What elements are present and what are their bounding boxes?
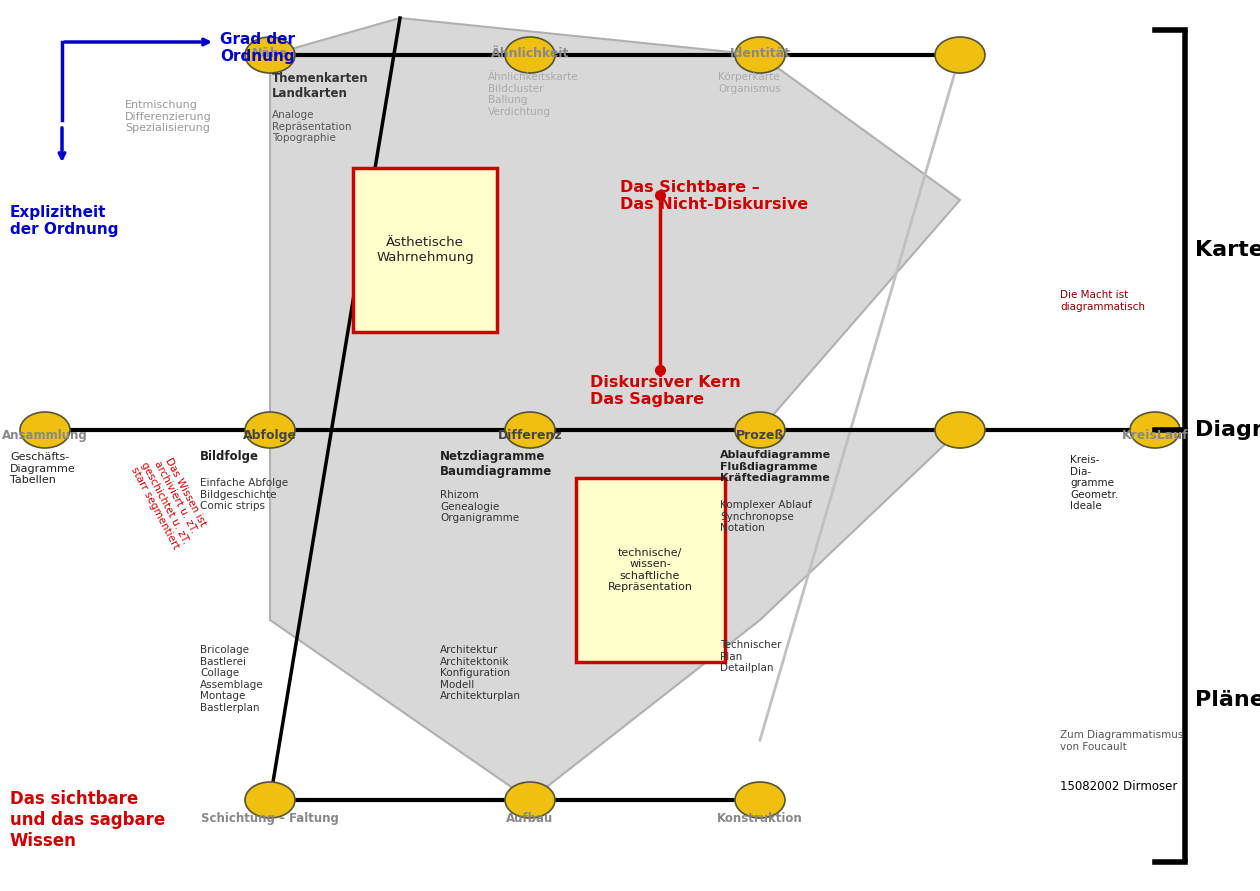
Text: Das sichtbare
und das sagbare
Wissen: Das sichtbare und das sagbare Wissen bbox=[10, 790, 165, 850]
Ellipse shape bbox=[20, 412, 71, 448]
Ellipse shape bbox=[244, 412, 295, 448]
Text: Pläne: Pläne bbox=[1194, 690, 1260, 710]
Text: Bildfolge: Bildfolge bbox=[200, 450, 260, 463]
Text: Einfache Abfolge
Bildgeschichte
Comic strips: Einfache Abfolge Bildgeschichte Comic st… bbox=[200, 478, 289, 511]
Text: KreisLauf: KreisLauf bbox=[1121, 429, 1188, 442]
Text: Aufbau: Aufbau bbox=[507, 812, 553, 825]
Text: Konstruktion: Konstruktion bbox=[717, 812, 803, 825]
Text: Netzdiagramme
Baumdiagramme: Netzdiagramme Baumdiagramme bbox=[440, 450, 552, 478]
Text: Grad der
Ordnung: Grad der Ordnung bbox=[220, 32, 295, 64]
Text: Das Wissen ist
archiviert u. zT.
geschichtet u. zT.
starr segmentiert: Das Wissen ist archiviert u. zT. geschic… bbox=[129, 449, 212, 551]
Text: Analoge
Repräsentation
Topographie: Analoge Repräsentation Topographie bbox=[272, 110, 352, 143]
Text: Bricolage
Bastlerei
Collage
Assemblage
Montage
Bastlerplan: Bricolage Bastlerei Collage Assemblage M… bbox=[200, 645, 263, 713]
Text: Ansammlung: Ansammlung bbox=[3, 429, 88, 442]
Text: Diagramme: Diagramme bbox=[1194, 420, 1260, 440]
FancyBboxPatch shape bbox=[353, 168, 496, 332]
Text: Architektur
Architektonik
Konfiguration
Modell
Architekturplan: Architektur Architektonik Konfiguration … bbox=[440, 645, 520, 701]
Text: Abfolge: Abfolge bbox=[243, 429, 297, 442]
Text: Zum Diagrammatismus
von Foucault: Zum Diagrammatismus von Foucault bbox=[1060, 730, 1183, 752]
Text: Diskursiver Kern
Das Sagbare: Diskursiver Kern Das Sagbare bbox=[590, 375, 741, 407]
Text: Ästhetische
Wahrnehmung: Ästhetische Wahrnehmung bbox=[377, 236, 474, 264]
Text: Karten: Karten bbox=[1194, 240, 1260, 260]
Text: Schichtung – Faltung: Schichtung – Faltung bbox=[202, 812, 339, 825]
Ellipse shape bbox=[735, 37, 785, 73]
Text: Ähnlichkeit: Ähnlichkeit bbox=[491, 47, 570, 60]
Text: Explizitheit
der Ordnung: Explizitheit der Ordnung bbox=[10, 205, 118, 237]
Text: Das Sichtbare –
Das Nicht-Diskursive: Das Sichtbare – Das Nicht-Diskursive bbox=[620, 180, 808, 212]
Ellipse shape bbox=[505, 782, 554, 818]
Text: Nähe: Nähe bbox=[252, 47, 289, 60]
Ellipse shape bbox=[935, 37, 985, 73]
Text: Die Macht ist
diagrammatisch: Die Macht ist diagrammatisch bbox=[1060, 290, 1145, 312]
Text: Entmischung
Differenzierung
Spezialisierung: Entmischung Differenzierung Spezialisier… bbox=[125, 100, 212, 133]
Text: technische/
wissen-
schaftliche
Repräsentation: technische/ wissen- schaftliche Repräsen… bbox=[607, 548, 693, 593]
Text: Rhizom
Genealogie
Organigramme: Rhizom Genealogie Organigramme bbox=[440, 490, 519, 523]
Text: Geschäfts-
Diagramme
Tabellen: Geschäfts- Diagramme Tabellen bbox=[10, 452, 76, 486]
Ellipse shape bbox=[505, 37, 554, 73]
Text: Körperkarte
Organismus: Körperkarte Organismus bbox=[718, 72, 781, 94]
Text: Themenkarten
Landkarten: Themenkarten Landkarten bbox=[272, 72, 369, 100]
Ellipse shape bbox=[244, 782, 295, 818]
Text: Ähnlichkeitskarte
Bildcluster
Ballung
Verdichtung: Ähnlichkeitskarte Bildcluster Ballung Ve… bbox=[488, 72, 578, 117]
Text: 15082002 Dirmoser: 15082002 Dirmoser bbox=[1060, 780, 1177, 793]
Text: Prozeß: Prozeß bbox=[736, 429, 784, 442]
Ellipse shape bbox=[1130, 412, 1181, 448]
Text: Differenz: Differenz bbox=[498, 429, 562, 442]
Ellipse shape bbox=[735, 412, 785, 448]
Text: Technischer
Plan
Detailplan: Technischer Plan Detailplan bbox=[719, 640, 781, 674]
Ellipse shape bbox=[244, 37, 295, 73]
Polygon shape bbox=[270, 18, 960, 430]
Ellipse shape bbox=[735, 782, 785, 818]
Ellipse shape bbox=[935, 412, 985, 448]
Text: Identität: Identität bbox=[730, 47, 790, 60]
Text: Kreis-
Dia-
gramme
Geometr.
Ideale: Kreis- Dia- gramme Geometr. Ideale bbox=[1070, 455, 1119, 511]
Text: Ablaufdiagramme
Flußdiagramme
Kräftediagramme: Ablaufdiagramme Flußdiagramme Kräftediag… bbox=[719, 450, 832, 483]
FancyBboxPatch shape bbox=[576, 478, 724, 662]
Ellipse shape bbox=[505, 412, 554, 448]
Polygon shape bbox=[270, 430, 960, 800]
Text: Komplexer Ablauf
Synchronopse
Notation: Komplexer Ablauf Synchronopse Notation bbox=[719, 500, 811, 533]
